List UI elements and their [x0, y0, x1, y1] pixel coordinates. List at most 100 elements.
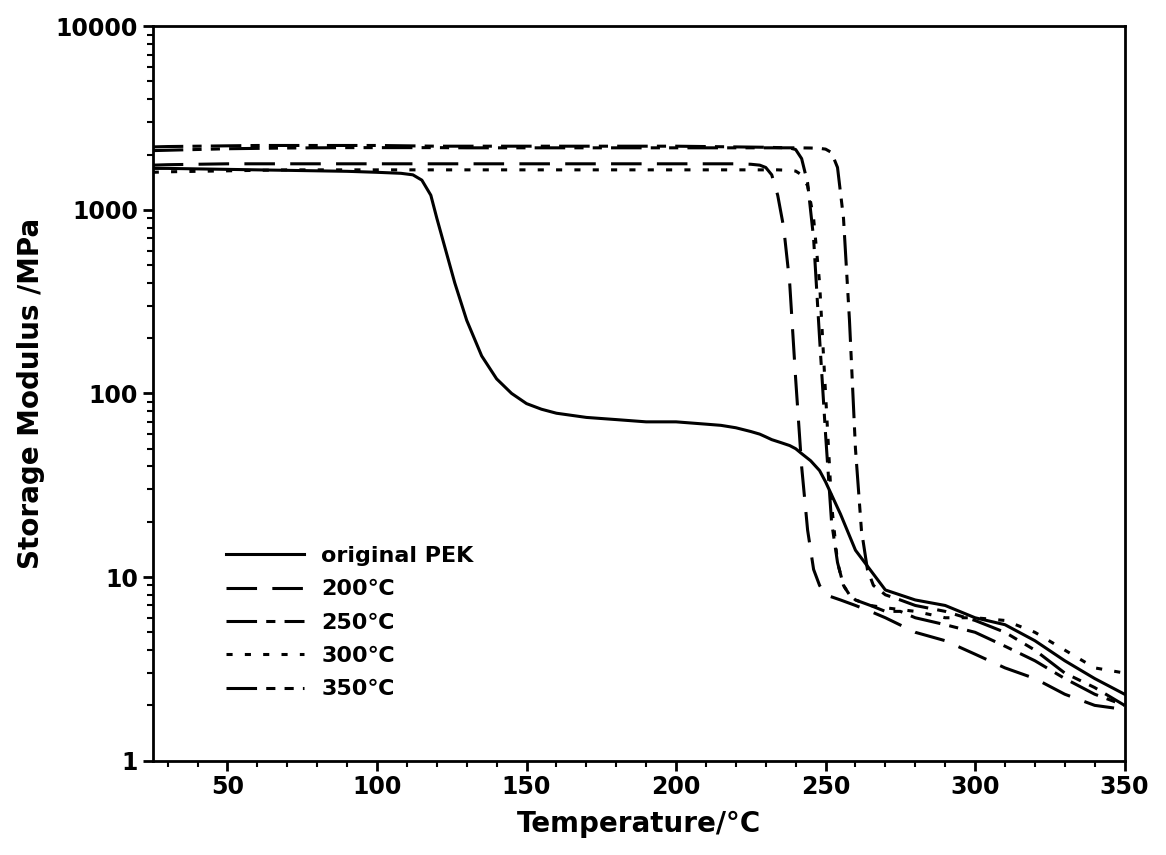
300℃: [146, 168, 160, 178]
200℃: [549, 159, 563, 169]
300℃: [400, 165, 414, 175]
200℃: [669, 159, 683, 169]
300℃: [190, 166, 204, 176]
original PEK: [998, 620, 1012, 630]
250℃: [1088, 689, 1102, 699]
250℃: [849, 595, 863, 605]
350℃: [340, 143, 354, 153]
300℃: [801, 180, 815, 191]
250℃: [836, 581, 850, 591]
300℃: [765, 165, 779, 175]
350℃: [872, 585, 886, 595]
200℃: [753, 160, 767, 170]
200℃: [1058, 689, 1072, 699]
200℃: [490, 159, 504, 169]
350℃: [370, 143, 384, 153]
250℃: [698, 141, 712, 151]
250℃: [782, 143, 796, 153]
300℃: [998, 616, 1012, 626]
Y-axis label: Storage Modulus /MPa: Storage Modulus /MPa: [16, 218, 44, 569]
Line: 200℃: 200℃: [153, 164, 1124, 710]
300℃: [580, 165, 593, 175]
250℃: [863, 600, 877, 610]
300℃: [824, 498, 838, 509]
200℃: [251, 159, 265, 169]
200℃: [968, 649, 982, 659]
200℃: [161, 160, 175, 170]
250℃: [251, 140, 265, 150]
300℃: [968, 613, 982, 623]
300℃: [878, 603, 892, 613]
200℃: [729, 159, 743, 169]
300℃: [490, 165, 504, 175]
200℃: [146, 160, 160, 170]
300℃: [849, 595, 863, 605]
350℃: [459, 143, 473, 153]
250℃: [774, 143, 788, 153]
200℃: [813, 581, 827, 591]
350℃: [849, 444, 863, 454]
300℃: [795, 169, 809, 180]
250℃: [340, 140, 354, 150]
350℃: [813, 144, 827, 154]
300℃: [1058, 645, 1072, 655]
250℃: [819, 429, 833, 439]
200℃: [801, 525, 815, 535]
250℃: [843, 590, 857, 600]
200℃: [610, 159, 624, 169]
Line: 250℃: 250℃: [153, 145, 1124, 705]
250℃: [280, 140, 294, 150]
350℃: [803, 143, 817, 153]
200℃: [1088, 700, 1102, 711]
350℃: [830, 162, 844, 173]
200℃: [788, 374, 802, 384]
200℃: [998, 663, 1012, 673]
250℃: [549, 141, 563, 151]
200℃: [777, 222, 791, 233]
300℃: [698, 165, 712, 175]
200℃: [430, 159, 444, 169]
300℃: [830, 557, 844, 568]
300℃: [813, 278, 827, 288]
original PEK: [765, 434, 779, 445]
200℃: [400, 159, 414, 169]
250℃: [370, 140, 384, 150]
250℃: [1117, 700, 1131, 711]
350℃: [759, 143, 773, 153]
200℃: [340, 159, 354, 169]
300℃: [843, 590, 857, 600]
350℃: [161, 145, 175, 156]
300℃: [340, 165, 354, 175]
300℃: [1028, 628, 1042, 638]
original PEK: [1117, 689, 1131, 699]
original PEK: [251, 165, 265, 175]
300℃: [1117, 668, 1131, 678]
300℃: [807, 213, 821, 223]
300℃: [753, 165, 767, 175]
250℃: [759, 142, 773, 152]
250℃: [729, 142, 743, 152]
300℃: [908, 606, 922, 616]
250℃: [580, 141, 593, 151]
250℃: [824, 516, 838, 527]
250℃: [146, 142, 160, 152]
250℃: [490, 141, 504, 151]
300℃: [610, 165, 624, 175]
250℃: [908, 613, 922, 623]
Line: 350℃: 350℃: [153, 148, 1124, 705]
200℃: [639, 159, 653, 169]
350℃: [824, 147, 838, 157]
200℃: [849, 600, 863, 610]
200℃: [280, 159, 294, 169]
300℃: [744, 165, 758, 175]
200℃: [459, 159, 473, 169]
300℃: [370, 165, 384, 175]
350℃: [669, 143, 683, 153]
350℃: [1028, 645, 1042, 655]
original PEK: [490, 374, 504, 384]
300℃: [280, 165, 294, 175]
200℃: [771, 190, 785, 200]
200℃: [834, 595, 848, 605]
200℃: [520, 159, 534, 169]
350℃: [220, 144, 234, 154]
